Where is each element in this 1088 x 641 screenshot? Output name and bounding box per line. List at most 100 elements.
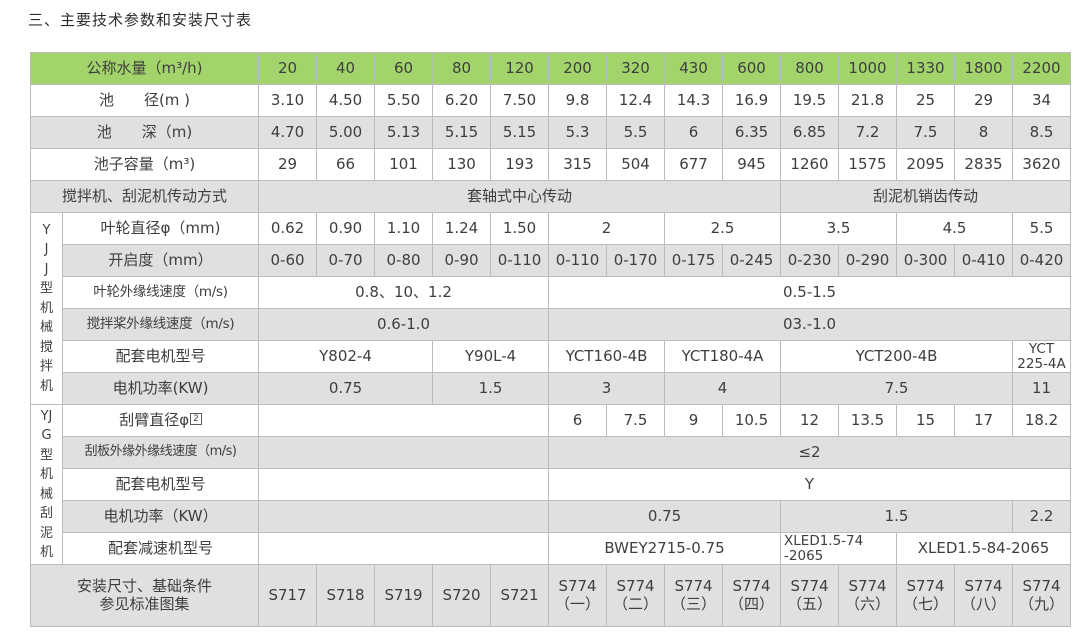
cell: 6.20 xyxy=(432,84,492,117)
pool-depth-row: 池 深（m) 4.70 5.00 5.13 5.15 5.15 5.3 5.5 … xyxy=(29,116,1072,149)
cell: 1.50 xyxy=(490,212,550,245)
flow-header-cell: 60 xyxy=(374,52,434,85)
cell: 29 xyxy=(258,148,318,181)
scraper-motor-power-row: 电机功率（KW） 0.75 1.5 2.2 xyxy=(31,500,1072,533)
row-label-scraper-motor-power: 电机功率（KW） xyxy=(61,500,260,533)
row-label-drive-type: 搅拌机、刮泥机传动方式 xyxy=(29,180,260,213)
boxed-glyph: 2 xyxy=(190,412,202,425)
cell: 0-110 xyxy=(490,244,550,277)
cell: 0-70 xyxy=(316,244,376,277)
cell: S774 （一） xyxy=(548,564,608,627)
cell: 6.35 xyxy=(722,116,782,149)
cell: 15 xyxy=(896,404,956,437)
cell: 3.10 xyxy=(258,84,318,117)
cell: 5.50 xyxy=(374,84,434,117)
header-row: 公称水量（m³/h) 20 40 60 80 120 200 320 430 6… xyxy=(29,52,1072,85)
row-label-installation-drawings: 安装尺寸、基础条件 参见标准图集 xyxy=(29,564,260,627)
scraper-reducer-model-row: 配套减速机型号 BWEY2715-0.75 XLED1.5-74 -2065 X… xyxy=(31,532,1072,565)
row-label-scraper-tip-speed: 刮板外缘外缘线速度（m/s) xyxy=(61,436,260,469)
cell: 7.5 xyxy=(606,404,666,437)
cell: 21.8 xyxy=(838,84,898,117)
cell: 11 xyxy=(1012,372,1072,405)
cell: 2 xyxy=(548,212,666,245)
cell-empty xyxy=(258,532,550,565)
cell: 0-170 xyxy=(606,244,666,277)
cell: S774 （九） xyxy=(1012,564,1072,627)
impeller-diameter-row: Y J J 型 机 械 搅 拌 机 叶轮直径φ（mm) 0.62 0.90 1.… xyxy=(30,212,1072,405)
flow-header-cell: 80 xyxy=(432,52,492,85)
cell: S774 （六） xyxy=(838,564,898,627)
cell: 0-290 xyxy=(838,244,898,277)
cell: 5.5 xyxy=(1012,212,1072,245)
row-label-mixer-motor-model: 配套电机型号 xyxy=(61,340,260,373)
flow-header-cell: 200 xyxy=(548,52,608,85)
cell-center-shaft-drive: 套轴式中心传动 xyxy=(258,180,782,213)
cell: 0-420 xyxy=(1012,244,1072,277)
cell: 14.3 xyxy=(664,84,724,117)
mixer-motor-power-row: 电机功率(KW) 0.75 1.5 3 4 7.5 11 xyxy=(31,372,1072,405)
cell: 101 xyxy=(374,148,434,181)
cell: 7.2 xyxy=(838,116,898,149)
cell: XLED1.5-84-2065 xyxy=(896,532,1072,565)
cell: YCT 225-4A xyxy=(1012,340,1072,373)
cell: 25 xyxy=(896,84,956,117)
cell: 0-300 xyxy=(896,244,956,277)
row-label-impeller-diameter: 叶轮直径φ（mm) xyxy=(61,212,260,245)
cell: 8.5 xyxy=(1012,116,1072,149)
flow-header-cell: 600 xyxy=(722,52,782,85)
cell: 6 xyxy=(548,404,608,437)
cell-empty xyxy=(258,500,550,533)
row-label-pool-capacity: 池子容量（m³) xyxy=(29,148,260,181)
cell: 5.13 xyxy=(374,116,434,149)
group-label-yjg-scraper: YJ G 型 机 械 刮 泥 机 xyxy=(30,404,63,565)
cell-pin-gear-drive: 刮泥机销齿传动 xyxy=(780,180,1072,213)
cell: 0-245 xyxy=(722,244,782,277)
cell: 10.5 xyxy=(722,404,782,437)
cell: 3 xyxy=(548,372,666,405)
cell: YCT180-4A xyxy=(664,340,782,373)
cell: YCT160-4B xyxy=(548,340,666,373)
cell: 0.6-1.0 xyxy=(258,308,550,341)
cell: 17 xyxy=(954,404,1014,437)
cell: 945 xyxy=(722,148,782,181)
row-label-mixer-motor-power: 电机功率(KW) xyxy=(61,372,260,405)
cell: 2835 xyxy=(954,148,1014,181)
cell: 16.9 xyxy=(722,84,782,117)
cell: S718 xyxy=(316,564,376,627)
cell: 2095 xyxy=(896,148,956,181)
row-label-pool-depth: 池 深（m) xyxy=(29,116,260,149)
cell: 9 xyxy=(664,404,724,437)
cell: 0.62 xyxy=(258,212,318,245)
pool-capacity-row: 池子容量（m³) 29 66 101 130 193 315 504 677 9… xyxy=(29,148,1072,181)
scraper-arm-diameter-row: YJ G 型 机 械 刮 泥 机 刮臂直径φ 2 6 7.5 9 10.5 12 … xyxy=(30,404,1072,565)
cell: 0-90 xyxy=(432,244,492,277)
spec-table: 公称水量（m³/h) 20 40 60 80 120 200 320 430 6… xyxy=(29,52,1072,627)
cell: 0-410 xyxy=(954,244,1014,277)
flow-header-cell: 120 xyxy=(490,52,550,85)
cell: 0-230 xyxy=(780,244,840,277)
row-label-impeller-tip-speed: 叶轮外缘线速度（m/s) xyxy=(61,276,260,309)
flow-header-cell: 1800 xyxy=(954,52,1014,85)
cell: 0-175 xyxy=(664,244,724,277)
row-label-scraper-arm-diameter: 刮臂直径φ 2 xyxy=(61,404,260,437)
cell: Y90L-4 xyxy=(432,340,550,373)
drive-type-row: 搅拌机、刮泥机传动方式 套轴式中心传动 刮泥机销齿传动 xyxy=(29,180,1072,213)
cell: S774 （七） xyxy=(896,564,956,627)
cell: 4.50 xyxy=(316,84,376,117)
row-label-opening-degree: 开启度（mm） xyxy=(61,244,260,277)
cell: ≤2 xyxy=(548,436,1072,469)
cell: 12 xyxy=(780,404,840,437)
mixer-motor-model-row: 配套电机型号 Y802-4 Y90L-4 YCT160-4B YCT180-4A… xyxy=(31,340,1072,373)
cell: 29 xyxy=(954,84,1014,117)
cell: 4.70 xyxy=(258,116,318,149)
cell: S719 xyxy=(374,564,434,627)
cell: 504 xyxy=(606,148,666,181)
cell: 7.50 xyxy=(490,84,550,117)
cell: 5.3 xyxy=(548,116,608,149)
cell: 5.15 xyxy=(432,116,492,149)
cell: 03.-1.0 xyxy=(548,308,1072,341)
paddle-tip-speed-row: 搅拌桨外缘线速度（m/s) 0.6-1.0 03.-1.0 xyxy=(31,308,1072,341)
cell: 0.75 xyxy=(258,372,434,405)
cell: 5.5 xyxy=(606,116,666,149)
flow-header-cell: 1330 xyxy=(896,52,956,85)
